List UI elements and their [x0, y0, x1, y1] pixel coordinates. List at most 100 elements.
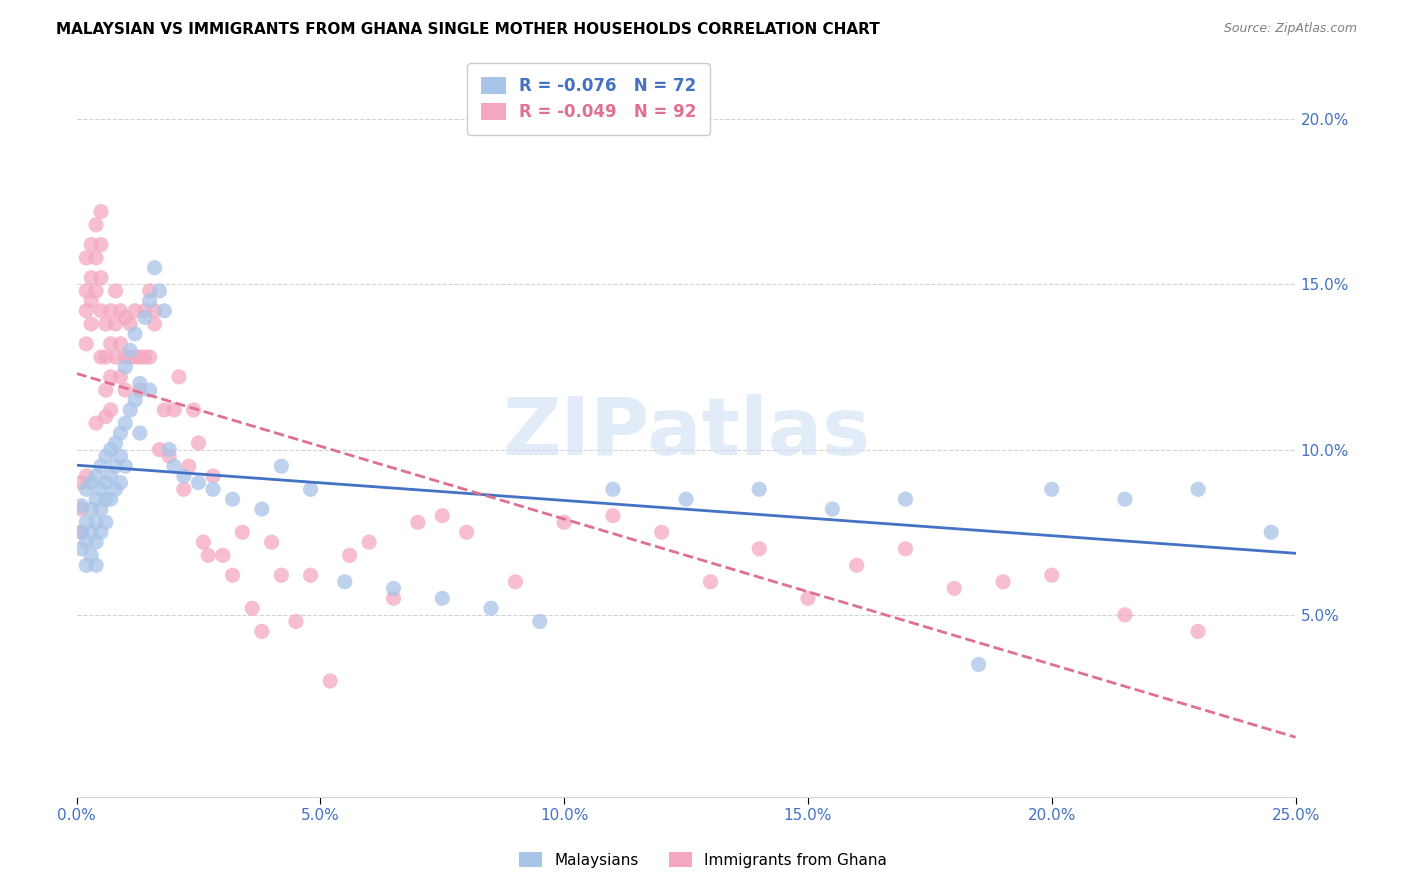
Point: [138, 350, 160, 364]
Point: [1114, 492, 1136, 507]
Point: [138, 293, 160, 308]
Point: [84, 535, 107, 549]
Point: [211, 549, 233, 563]
Point: [797, 591, 820, 606]
Point: [845, 558, 868, 573]
Point: [359, 535, 381, 549]
Point: [114, 459, 136, 474]
Point: [124, 350, 146, 364]
Point: [157, 442, 180, 457]
Point: [129, 376, 152, 391]
Point: [90, 303, 112, 318]
Point: [748, 483, 770, 497]
Point: [114, 416, 136, 430]
Point: [1187, 624, 1209, 639]
Point: [100, 403, 122, 417]
Text: MALAYSIAN VS IMMIGRANTS FROM GHANA SINGLE MOTHER HOUSEHOLDS CORRELATION CHART: MALAYSIAN VS IMMIGRANTS FROM GHANA SINGL…: [56, 22, 880, 37]
Point: [94, 475, 117, 490]
Point: [84, 558, 107, 573]
Point: [114, 383, 136, 397]
Point: [104, 350, 127, 364]
Point: [505, 574, 527, 589]
Point: [94, 449, 117, 463]
Point: [104, 436, 127, 450]
Point: [163, 403, 186, 417]
Point: [129, 383, 152, 397]
Point: [432, 591, 454, 606]
Point: [104, 284, 127, 298]
Point: [270, 459, 292, 474]
Point: [104, 459, 127, 474]
Point: [90, 350, 112, 364]
Point: [177, 459, 200, 474]
Point: [299, 483, 322, 497]
Point: [193, 535, 215, 549]
Point: [94, 350, 117, 364]
Point: [70, 475, 93, 490]
Point: [240, 601, 263, 615]
Point: [70, 502, 93, 516]
Point: [173, 483, 195, 497]
Point: [80, 549, 103, 563]
Point: [319, 673, 342, 688]
Point: [250, 502, 273, 516]
Point: [382, 582, 405, 596]
Point: [333, 574, 356, 589]
Point: [651, 525, 673, 540]
Point: [157, 449, 180, 463]
Point: [110, 475, 132, 490]
Text: Source: ZipAtlas.com: Source: ZipAtlas.com: [1223, 22, 1357, 36]
Point: [143, 317, 166, 331]
Point: [187, 436, 209, 450]
Point: [187, 475, 209, 490]
Point: [231, 525, 253, 540]
Point: [138, 284, 160, 298]
Point: [94, 492, 117, 507]
Point: [110, 370, 132, 384]
Point: [84, 218, 107, 232]
Point: [1187, 483, 1209, 497]
Point: [134, 303, 156, 318]
Point: [1040, 568, 1063, 582]
Point: [894, 541, 917, 556]
Point: [148, 284, 170, 298]
Point: [202, 483, 225, 497]
Point: [1114, 607, 1136, 622]
Point: [529, 615, 551, 629]
Legend: R = -0.076   N = 72, R = -0.049   N = 92: R = -0.076 N = 72, R = -0.049 N = 92: [467, 63, 710, 135]
Point: [84, 416, 107, 430]
Point: [299, 568, 322, 582]
Point: [163, 459, 186, 474]
Point: [104, 483, 127, 497]
Point: [153, 303, 176, 318]
Point: [456, 525, 478, 540]
Point: [143, 303, 166, 318]
Point: [84, 284, 107, 298]
Legend: Malaysians, Immigrants from Ghana: Malaysians, Immigrants from Ghana: [513, 846, 893, 873]
Point: [90, 270, 112, 285]
Point: [406, 516, 429, 530]
Point: [104, 317, 127, 331]
Point: [143, 260, 166, 275]
Text: ZIPatlas: ZIPatlas: [502, 394, 870, 472]
Point: [80, 317, 103, 331]
Point: [94, 516, 117, 530]
Point: [70, 541, 93, 556]
Point: [75, 516, 97, 530]
Point: [250, 624, 273, 639]
Point: [70, 499, 93, 513]
Point: [894, 492, 917, 507]
Point: [183, 403, 205, 417]
Point: [602, 483, 624, 497]
Point: [100, 370, 122, 384]
Point: [1040, 483, 1063, 497]
Point: [75, 558, 97, 573]
Point: [94, 383, 117, 397]
Point: [84, 251, 107, 265]
Point: [100, 303, 122, 318]
Point: [339, 549, 361, 563]
Point: [124, 326, 146, 341]
Point: [114, 359, 136, 374]
Point: [75, 469, 97, 483]
Point: [90, 483, 112, 497]
